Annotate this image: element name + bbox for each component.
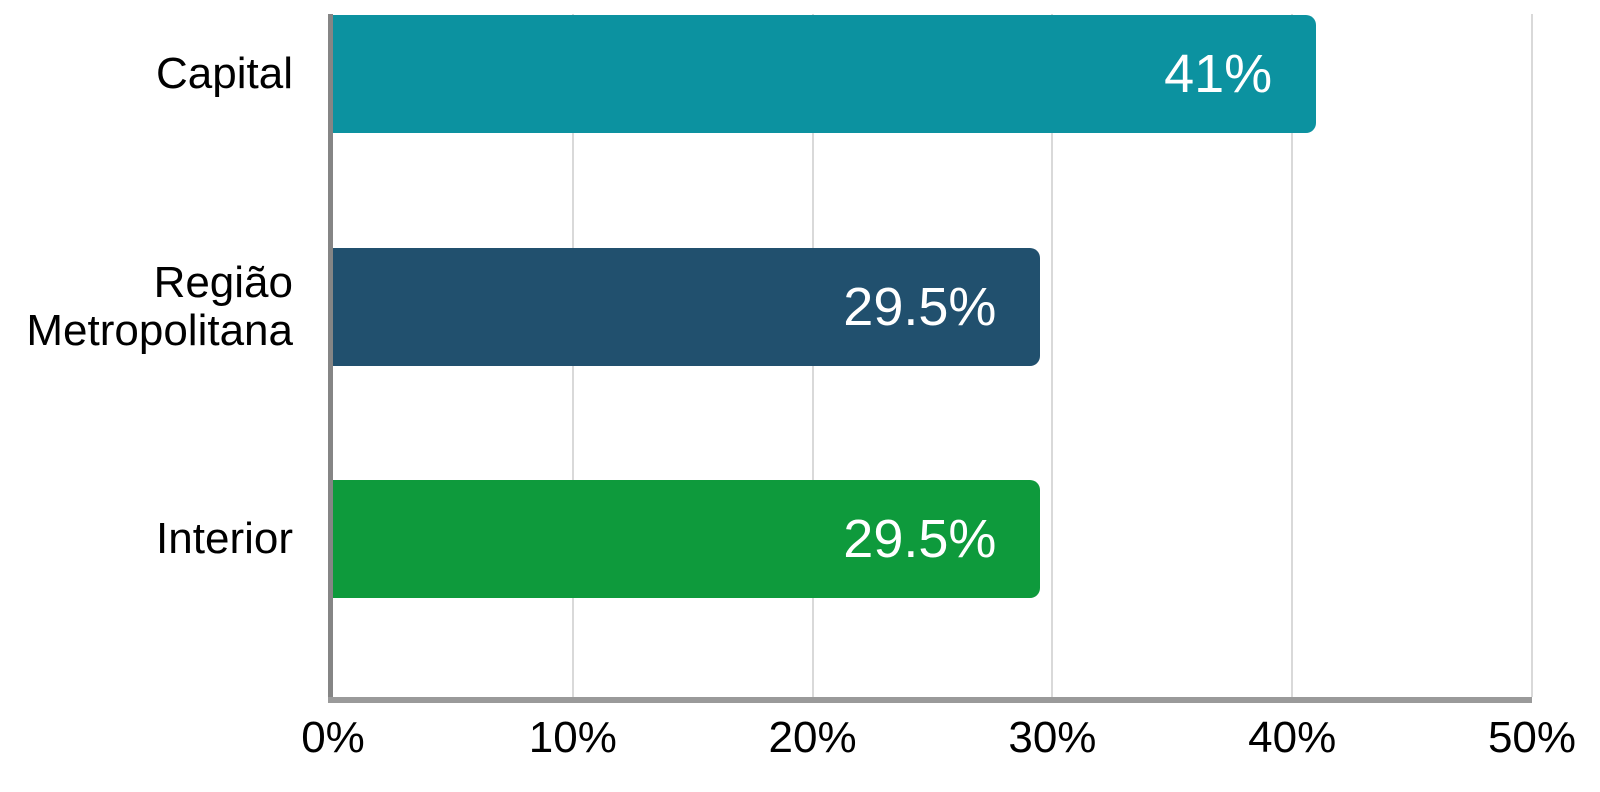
x-tick-label-10%: 10% <box>528 713 617 762</box>
category-label: Capital <box>156 49 293 99</box>
x-tick-label-30%: 30% <box>1008 713 1097 762</box>
bar-3: 29.5% <box>333 480 1041 598</box>
x-tick-label-40%: 40% <box>1248 713 1337 762</box>
gridline-50 <box>1531 14 1533 697</box>
category-label: Interior <box>156 514 293 564</box>
bar-value-label: 41% <box>1164 44 1273 104</box>
x-tick-label-20%: 20% <box>768 713 857 762</box>
x-tick-label-0%: 0% <box>301 713 365 762</box>
bar-value-label: 29.5% <box>843 276 997 337</box>
x-axis-line <box>328 697 1532 703</box>
gridline-40 <box>1291 14 1294 697</box>
y-axis-line <box>328 14 333 697</box>
gridline-30 <box>1051 14 1054 697</box>
bar-value-label: 29.5% <box>843 509 997 569</box>
bar-2: 29.5% <box>333 247 1041 366</box>
x-tick-label-50%: 50% <box>1487 713 1577 762</box>
category-label: Região Metropolitana <box>26 257 293 355</box>
bar-1: 41% <box>333 15 1317 133</box>
